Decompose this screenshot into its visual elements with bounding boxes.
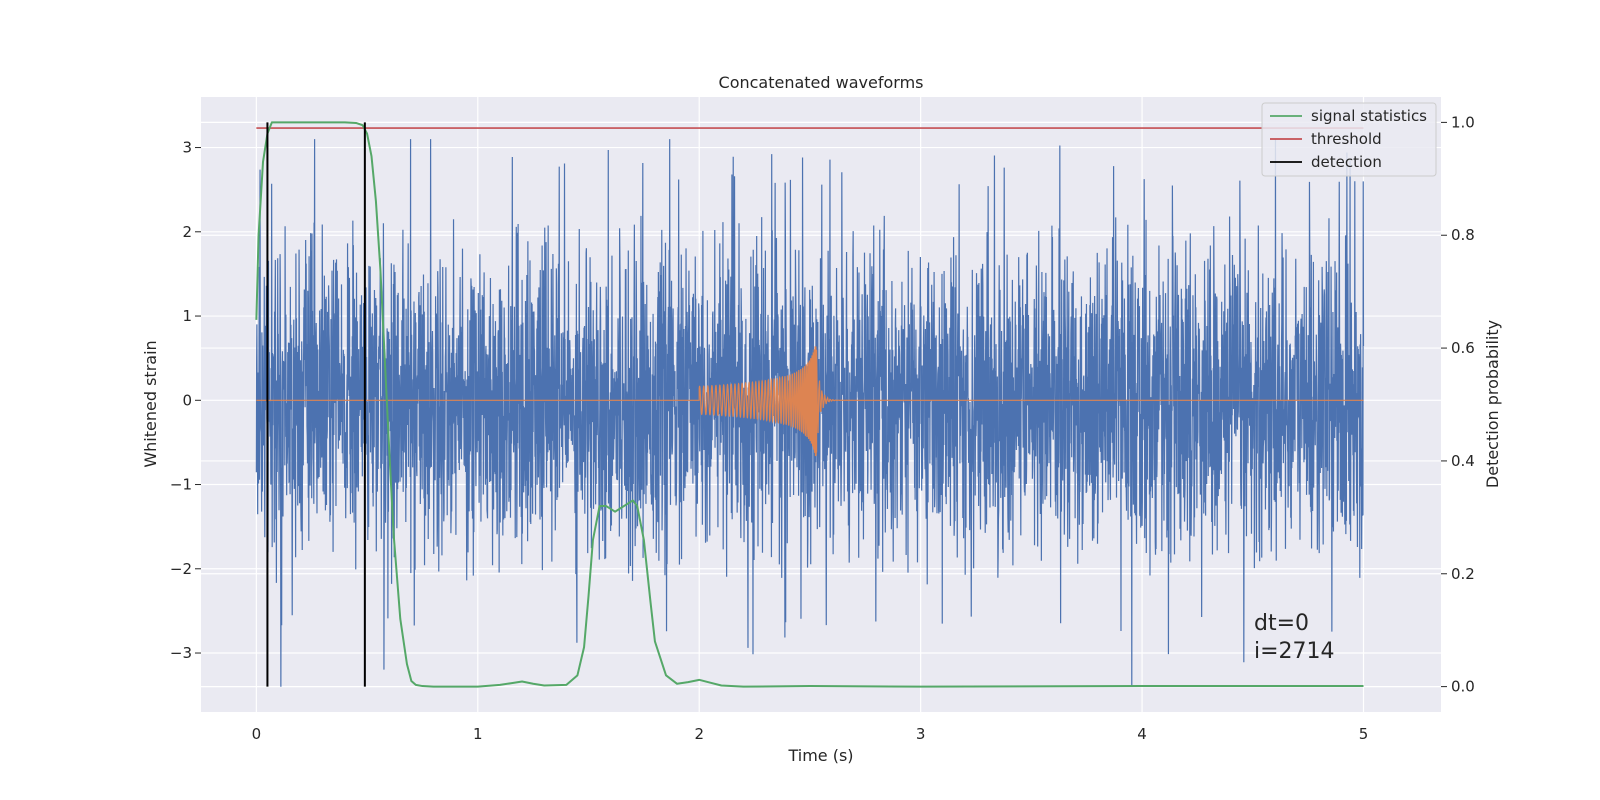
ticks: 0 1 2 3 4 5 3 2 1 0 −1 −2 −3 1.0 0.8 0.6 0.4 0.2 0.0 [170, 113, 1475, 743]
y-tick-label: 2 [182, 223, 192, 241]
annotation-i: i=2714 [1254, 639, 1335, 664]
y-tick-label: 0 [182, 391, 192, 409]
y-right-axis-label: Detection probability [1483, 320, 1502, 488]
y-right-tick-label: 1.0 [1451, 113, 1475, 131]
y-tick-label: 1 [182, 307, 192, 325]
x-tick-label: 0 [252, 725, 262, 743]
legend-label-signal-statistics: signal statistics [1311, 107, 1427, 125]
x-axis-label: Time (s) [787, 746, 853, 765]
series-layer [255, 121, 1365, 688]
x-tick-label: 5 [1359, 725, 1369, 743]
y-tick-label: 3 [182, 139, 192, 157]
y-right-tick-label: 0.8 [1451, 226, 1475, 244]
chart-title: Concatenated waveforms [719, 73, 924, 92]
x-tick-label: 3 [916, 725, 926, 743]
annotation-box: dt=0 i=2714 [1254, 611, 1335, 664]
legend-label-detection: detection [1311, 153, 1382, 171]
y-right-tick-label: 0.4 [1451, 452, 1475, 470]
y-axis-label: Whitened strain [141, 340, 160, 467]
y-tick-label: −1 [170, 476, 192, 494]
series-strain-line [255, 139, 1365, 687]
legend: signal statistics threshold detection [1261, 102, 1437, 177]
y-tick-label: −2 [170, 560, 192, 578]
x-tick-label: 1 [473, 725, 483, 743]
annotation-dt: dt=0 [1254, 611, 1309, 636]
series-chirp-line [256, 346, 1364, 457]
x-tick-label: 2 [694, 725, 704, 743]
y-right-tick-label: 0.0 [1451, 678, 1475, 696]
x-tick-label: 4 [1137, 725, 1147, 743]
y-right-tick-label: 0.2 [1451, 565, 1475, 583]
legend-label-threshold: threshold [1311, 130, 1382, 148]
series-signal-statistics-line [255, 121, 1364, 688]
legend-frame [1261, 102, 1437, 177]
y-tick-label: −3 [170, 644, 192, 662]
y-right-tick-label: 0.6 [1451, 339, 1475, 357]
